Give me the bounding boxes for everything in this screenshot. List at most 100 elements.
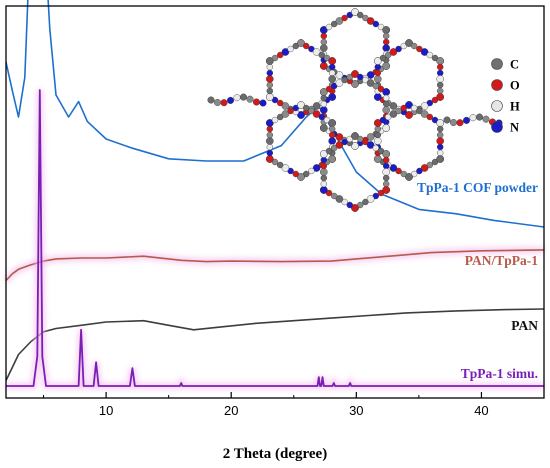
atom xyxy=(420,164,429,172)
series-label: TpPa-1 simu. xyxy=(461,366,538,381)
atom xyxy=(416,167,423,175)
atom xyxy=(463,116,471,124)
series-line-2 xyxy=(5,308,545,381)
atom xyxy=(436,119,445,127)
atom xyxy=(366,141,375,149)
series-line-3 xyxy=(6,89,544,387)
atom xyxy=(325,85,333,93)
atom xyxy=(372,144,379,152)
atom-legend-label: N xyxy=(510,121,519,135)
atom xyxy=(351,70,359,78)
atom xyxy=(312,48,321,56)
atom xyxy=(266,63,273,71)
atom xyxy=(335,71,344,79)
atom xyxy=(382,44,391,52)
atom xyxy=(320,180,327,188)
atom xyxy=(320,38,327,46)
atom xyxy=(437,69,444,77)
atom xyxy=(436,75,445,83)
atom xyxy=(266,125,273,133)
atom xyxy=(265,57,274,65)
atom-legend-swatch xyxy=(491,79,503,91)
atom xyxy=(405,111,413,119)
atom xyxy=(351,142,359,150)
atom xyxy=(382,62,391,70)
atom xyxy=(319,124,328,132)
atom xyxy=(265,93,274,101)
atom xyxy=(312,164,321,172)
atom xyxy=(373,155,382,163)
atom xyxy=(318,51,325,59)
atom xyxy=(395,107,402,115)
series-line-0 xyxy=(5,0,545,228)
atom xyxy=(437,131,444,139)
atom xyxy=(292,170,299,178)
atom xyxy=(239,93,247,101)
series-label: PAN xyxy=(511,318,538,333)
x-axis-title: 2 Theta (degree) xyxy=(223,446,327,462)
atom xyxy=(319,26,328,34)
atom xyxy=(233,94,241,102)
atom xyxy=(379,116,387,124)
atom xyxy=(437,125,444,133)
atom xyxy=(382,124,391,132)
atom xyxy=(312,110,321,118)
atom xyxy=(482,115,490,123)
atom xyxy=(383,100,390,108)
atom xyxy=(252,98,260,106)
atom xyxy=(329,63,336,71)
atom xyxy=(303,42,310,50)
series-glow xyxy=(3,246,545,283)
x-tick-label: 10 xyxy=(99,403,113,418)
x-tick-label: 20 xyxy=(224,403,238,418)
atom xyxy=(319,106,328,114)
atom xyxy=(383,174,390,182)
atom xyxy=(366,17,375,25)
atom xyxy=(266,149,273,157)
atom xyxy=(366,79,375,87)
atom xyxy=(319,62,328,70)
atom xyxy=(320,94,327,102)
atom xyxy=(297,101,305,109)
atom xyxy=(271,54,279,62)
molecular-structure-inset xyxy=(207,8,503,212)
atom xyxy=(420,110,429,118)
atom xyxy=(312,102,321,110)
atom xyxy=(383,156,390,164)
x-tick-label: 40 xyxy=(474,403,488,418)
atom xyxy=(329,125,336,133)
atom xyxy=(271,116,279,124)
atom xyxy=(389,110,398,118)
atom xyxy=(329,131,336,139)
atom xyxy=(357,135,364,143)
atom xyxy=(259,99,267,107)
series-glow xyxy=(6,89,544,389)
atom xyxy=(335,133,344,141)
series-label: PAN/TpPa-1 xyxy=(465,253,538,268)
atom xyxy=(328,155,337,163)
atom xyxy=(320,100,327,108)
atom xyxy=(382,26,391,34)
atom-legend-label: H xyxy=(510,100,520,114)
atom xyxy=(411,104,418,112)
atom xyxy=(328,57,337,65)
atom xyxy=(207,96,215,104)
atom xyxy=(357,11,364,19)
atom xyxy=(405,101,413,109)
atom xyxy=(382,106,391,114)
atom xyxy=(405,173,413,181)
atom xyxy=(320,162,327,170)
atom xyxy=(372,20,379,28)
atom xyxy=(437,149,444,157)
atom-legend-swatch xyxy=(491,58,503,70)
x-axis: 10 20 30 40 xyxy=(43,392,489,418)
atom xyxy=(400,170,407,178)
atom xyxy=(469,114,477,122)
atom xyxy=(297,173,305,181)
atom xyxy=(266,81,273,89)
atom xyxy=(357,73,364,81)
atom xyxy=(373,93,382,101)
atom xyxy=(297,111,305,119)
atom-legend-label: O xyxy=(510,79,520,93)
